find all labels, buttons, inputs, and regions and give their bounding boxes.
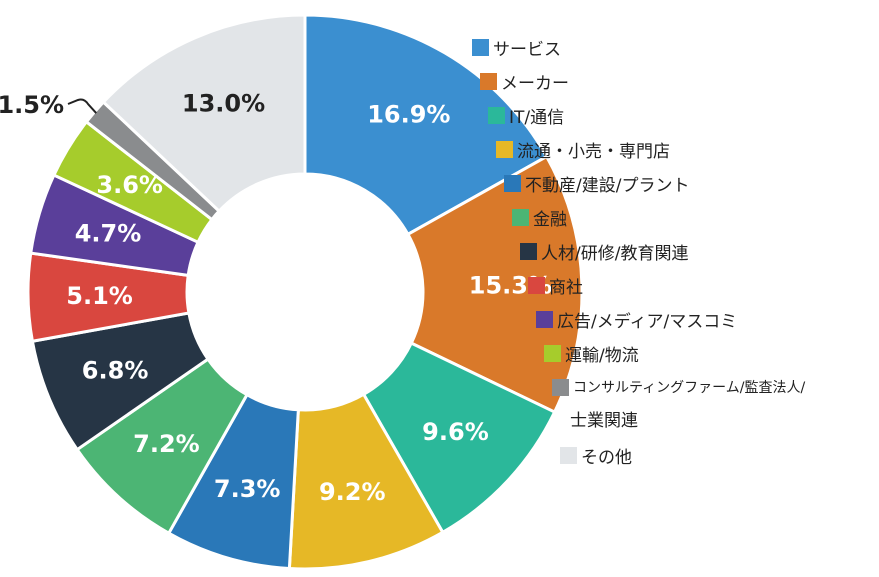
slice-value-label: 6.8% — [82, 356, 149, 384]
legend-label: IT/通信 — [509, 107, 565, 128]
legend-item: その他 — [560, 438, 872, 472]
legend-label: 流通・小売・専門店 — [517, 141, 670, 162]
legend-swatch — [480, 72, 497, 90]
legend-swatch — [536, 310, 553, 328]
legend-label: 広告/メディア/マスコミ — [557, 311, 738, 332]
legend-swatch — [488, 106, 505, 124]
legend-item: サービス — [472, 30, 872, 64]
slice-value-label: 9.6% — [422, 418, 489, 446]
legend-swatch — [472, 38, 489, 56]
legend-label: 人材/研修/教育関連 — [541, 243, 689, 264]
legend-label: 金融 — [533, 209, 567, 230]
legend-label: その他 — [581, 447, 632, 468]
legend-swatch — [504, 174, 521, 192]
legend-item: メーカー — [480, 64, 872, 98]
legend-label: サービス — [493, 39, 561, 60]
slice-value-label: 7.3% — [214, 475, 281, 503]
slice-value-label: 9.2% — [319, 478, 386, 506]
slice-value-label: 5.1% — [66, 282, 133, 310]
legend-item: 広告/メディア/マスコミ — [536, 302, 872, 336]
legend-swatch — [520, 242, 537, 260]
legend-label: 商社 — [549, 277, 583, 298]
donut-slice — [303, 13, 549, 237]
slice-value-label: 16.9% — [367, 101, 450, 129]
legend-item: 運輸/物流 — [544, 336, 872, 370]
legend-item: 不動産/建設/プラント — [504, 166, 872, 200]
leader-line — [67, 98, 97, 114]
slice-value-label: 13.0% — [182, 89, 265, 117]
legend-item: 商社 — [528, 268, 872, 302]
legend-item: 金融 — [512, 200, 872, 234]
legend-swatch — [560, 446, 577, 464]
legend-item: 流通・小売・専門店 — [496, 132, 872, 166]
donut-slice — [361, 341, 557, 535]
legend-label: コンサルティングファーム/監査法人/ — [573, 380, 806, 396]
legend-swatch — [552, 378, 569, 396]
legend-label: メーカー — [501, 73, 569, 94]
legend-label-continuation: 士業関連 — [570, 411, 638, 431]
donut-slice — [101, 13, 307, 214]
legend-swatch — [528, 276, 545, 294]
legend-swatch — [512, 208, 529, 226]
legend-label: 運輸/物流 — [565, 345, 639, 366]
legend-swatch — [544, 344, 561, 362]
legend-item: 人材/研修/教育関連 — [520, 234, 872, 268]
legend-item: コンサルティングファーム/監査法人/ — [552, 370, 872, 404]
slice-value-label: 4.7% — [75, 220, 142, 248]
legend-swatch — [496, 140, 513, 158]
chart-legend: サービスメーカー IT/通信流通・小売・専門店不動産/建設/プラント金融人材/研修… — [472, 30, 872, 472]
legend-label: 不動産/建設/プラント — [525, 175, 690, 196]
slice-value-label: 1.5% — [0, 91, 64, 119]
slice-value-label: 3.6% — [96, 171, 163, 199]
legend-item: IT/通信 — [488, 98, 872, 132]
slice-value-label: 7.2% — [133, 430, 200, 458]
